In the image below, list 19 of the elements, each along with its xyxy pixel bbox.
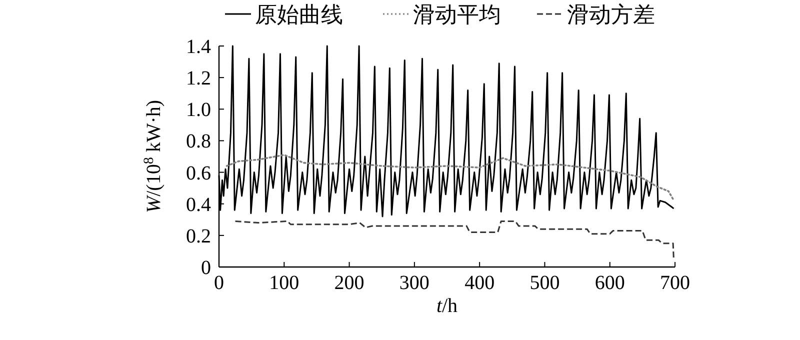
y-tick-label: 0.6 [186, 162, 211, 184]
legend-label: 滑动方差 [567, 2, 655, 27]
x-tick-label: 500 [530, 272, 560, 294]
x-tick-label: 100 [269, 272, 300, 294]
y-tick-label: 1.2 [186, 68, 211, 90]
x-tick-label: 600 [594, 272, 625, 294]
x-tick-label: 700 [660, 272, 690, 294]
x-tick-label: 400 [464, 272, 495, 294]
y-tick-label: 1.4 [186, 36, 211, 58]
x-axis-title: t/h [436, 295, 458, 317]
y-tick-label: 1.0 [186, 99, 211, 122]
legend-label: 滑动平均 [413, 2, 501, 27]
y-tick-label: 0 [201, 257, 211, 279]
y-tick-label: 0.4 [186, 194, 211, 216]
x-tick-label: 200 [334, 272, 364, 294]
legend-label: 原始曲线 [255, 2, 343, 27]
x-tick-label: 300 [399, 272, 430, 294]
y-tick-label: 0.8 [186, 130, 211, 153]
y-tick-label: 0.2 [186, 225, 211, 248]
